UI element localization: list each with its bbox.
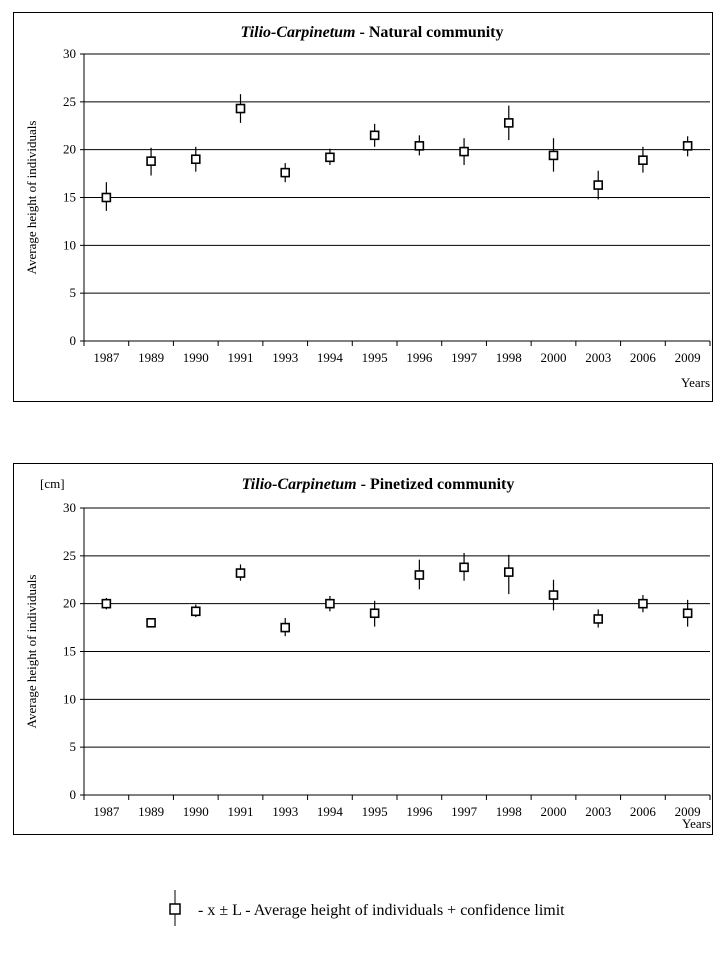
natural-data-point [235,103,246,114]
natural-data-point [280,167,291,178]
natural-data-point [325,152,335,163]
natural-data-point [503,118,514,128]
pinetized-xtick-label: 2009 [675,804,701,819]
pinetized-data-point [101,598,112,609]
pinetized-data-point [369,608,380,619]
pinetized-xtick-label: 1997 [451,804,478,819]
chart-natural-svg: 0 5 10 15 20 25 30 1987 1989 1990 1991 1993 1994 1995… [24,24,711,390]
pinetized-data-point [146,618,156,628]
pinetized-xtick-label: 1987 [93,804,120,819]
chart-pinetized-community: 0 5 10 15 20 25 30 1987 1989 1990 1991 1993 1994 1995… [13,463,713,835]
pinetized-data-point [682,608,693,619]
natural-data-point [101,192,112,203]
pinetized-ytick-label: 15 [63,644,76,659]
pinetized-data-point [638,598,648,609]
pinetized-data-point [459,562,469,573]
natural-xtick-label: 1990 [183,350,209,365]
natural-xtick-label: 1993 [272,350,298,365]
natural-ytick-label: 5 [70,285,77,300]
pinetized-ytick-label: 5 [70,739,77,754]
pinetized-title-italic: Tilio-Carpinetum [242,476,357,493]
natural-data-point [593,180,604,190]
pinetized-xtick-label: 1998 [496,804,522,819]
natural-data-point [190,154,201,165]
pinetized-ytick-label: 0 [70,787,77,802]
natural-xtick-label: 1987 [93,350,120,365]
natural-xtick-label: 2009 [675,350,701,365]
natural-xtick-label: 1995 [362,350,388,365]
chart-pinetized-svg: 0 5 10 15 20 25 30 1987 1989 1990 1991 1993 1994 1995… [24,476,711,831]
natural-title-rest: - Natural community [356,24,504,41]
pinetized-data-point [280,622,291,633]
pinetized-x-axis-label: Years [682,816,711,831]
pinetized-title-rest: - Pinetized community [357,476,515,493]
natural-ytick-label: 20 [63,142,76,157]
natural-ytick-label: 30 [63,46,76,61]
pinetized-unit-label: [cm] [40,476,65,491]
natural-data-point [459,146,469,157]
pinetized-xtick-label: 2006 [630,804,657,819]
natural-title-italic: Tilio-Carpinetum [241,24,356,41]
natural-xtick-label: 1997 [451,350,478,365]
natural-ytick-label: 25 [63,94,76,109]
natural-y-axis-label: Average height of individuals [24,121,39,275]
legend-marker-icon [169,890,181,926]
pinetized-title: Tilio-Carpinetum - Pinetized community [242,476,515,493]
pinetized-xtick-label: 1993 [272,804,298,819]
natural-xtick-label: 1989 [138,350,164,365]
natural-xtick-label: 1994 [317,350,344,365]
legend: - x ± L - Average height of individuals … [160,888,680,928]
pinetized-ytick-label: 25 [63,548,76,563]
pinetized-ytick-label: 20 [63,596,76,611]
natural-data-point [369,130,380,141]
pinetized-xtick-label: 1994 [317,804,344,819]
natural-xtick-label: 2006 [630,350,657,365]
natural-xtick-label: 2000 [541,350,567,365]
pinetized-ytick-label: 10 [63,691,76,706]
natural-title: Tilio-Carpinetum - Natural community [241,24,504,41]
natural-xtick-label: 2003 [585,350,611,365]
natural-xtick-label: 1996 [406,350,433,365]
pinetized-xtick-label: 1991 [228,804,254,819]
pinetized-xtick-label: 1996 [406,804,433,819]
natural-ytick-label: 10 [63,237,76,252]
pinetized-xtick-label: 1989 [138,804,164,819]
pinetized-xtick-label: 1990 [183,804,209,819]
natural-data-point [682,141,693,151]
natural-data-point [548,150,559,161]
natural-data-point [414,141,425,151]
natural-xtick-label: 1991 [228,350,254,365]
pinetized-data-point [235,568,246,578]
natural-data-point [146,156,156,166]
natural-data-point [638,155,648,165]
pinetized-xtick-label: 1995 [362,804,388,819]
pinetized-data-point [414,570,425,580]
natural-ytick-label: 0 [70,333,77,348]
pinetized-data-point [503,567,514,577]
pinetized-xtick-label: 2000 [541,804,567,819]
natural-ytick-label: 15 [63,190,76,205]
pinetized-y-axis-label: Average height of individuals [24,575,39,729]
chart-natural-community: 0 5 10 15 20 25 30 1987 1989 1990 1991 1993 1994 1995… [13,12,713,402]
pinetized-data-point [325,598,335,609]
pinetized-data-point [593,614,604,624]
pinetized-xtick-label: 2003 [585,804,611,819]
pinetized-data-point [190,606,201,617]
natural-xtick-label: 1998 [496,350,522,365]
natural-x-axis-label: Years [681,375,710,390]
pinetized-data-point [548,590,559,600]
legend-text: - x ± L - Average height of individuals … [198,902,565,919]
pinetized-ytick-label: 30 [63,500,76,515]
